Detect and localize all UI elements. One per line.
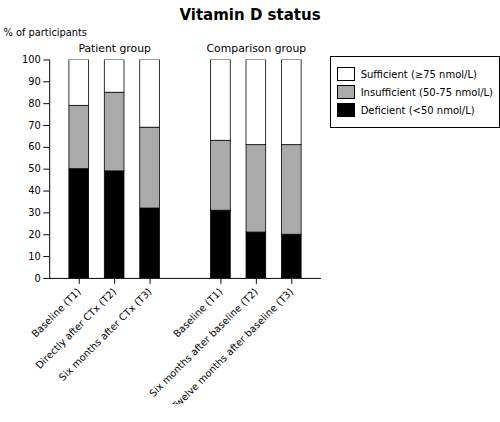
svg-text:10: 10	[28, 251, 41, 262]
svg-text:60: 60	[28, 141, 41, 152]
svg-text:Twelve months after baseline (: Twelve months after baseline (T3)	[169, 286, 296, 404]
svg-text:20: 20	[28, 229, 41, 240]
html-text:Insufficient (50-75 nmol/L): Insufficient (50-75 nmol/L)	[360, 86, 493, 98]
svg-text:Comparison group: Comparison group	[207, 42, 307, 55]
svg-text:Six months after baseline (T2): Six months after baseline (T2)	[147, 285, 260, 399]
html-text:Sufficient (≥75 nmol/L): Sufficient (≥75 nmol/L)	[360, 68, 477, 80]
svg-text:Baseline (T1): Baseline (T1)	[29, 285, 83, 340]
svg-text:100: 100	[22, 54, 41, 65]
svg-text:40: 40	[28, 185, 41, 196]
html-text:Vitamin D status: Vitamin D status	[179, 6, 321, 24]
svg-text:90: 90	[28, 76, 41, 87]
svg-text:Patient group: Patient group	[78, 42, 151, 55]
svg-text:Six months after CTx (T3): Six months after CTx (T3)	[57, 286, 154, 383]
svg-text:Directly after CTx (T2): Directly after CTx (T2)	[33, 285, 119, 371]
html-text:Deficient (<50 nmol/L): Deficient (<50 nmol/L)	[360, 104, 475, 116]
svg-text:30: 30	[28, 207, 41, 218]
svg-text:% of participants: % of participants	[3, 27, 87, 38]
svg-text:Baseline (T1): Baseline (T1)	[171, 285, 225, 340]
svg-text:0: 0	[35, 273, 41, 284]
svg-text:80: 80	[28, 98, 41, 109]
svg-text:50: 50	[28, 163, 41, 174]
svg-text:70: 70	[28, 120, 41, 131]
